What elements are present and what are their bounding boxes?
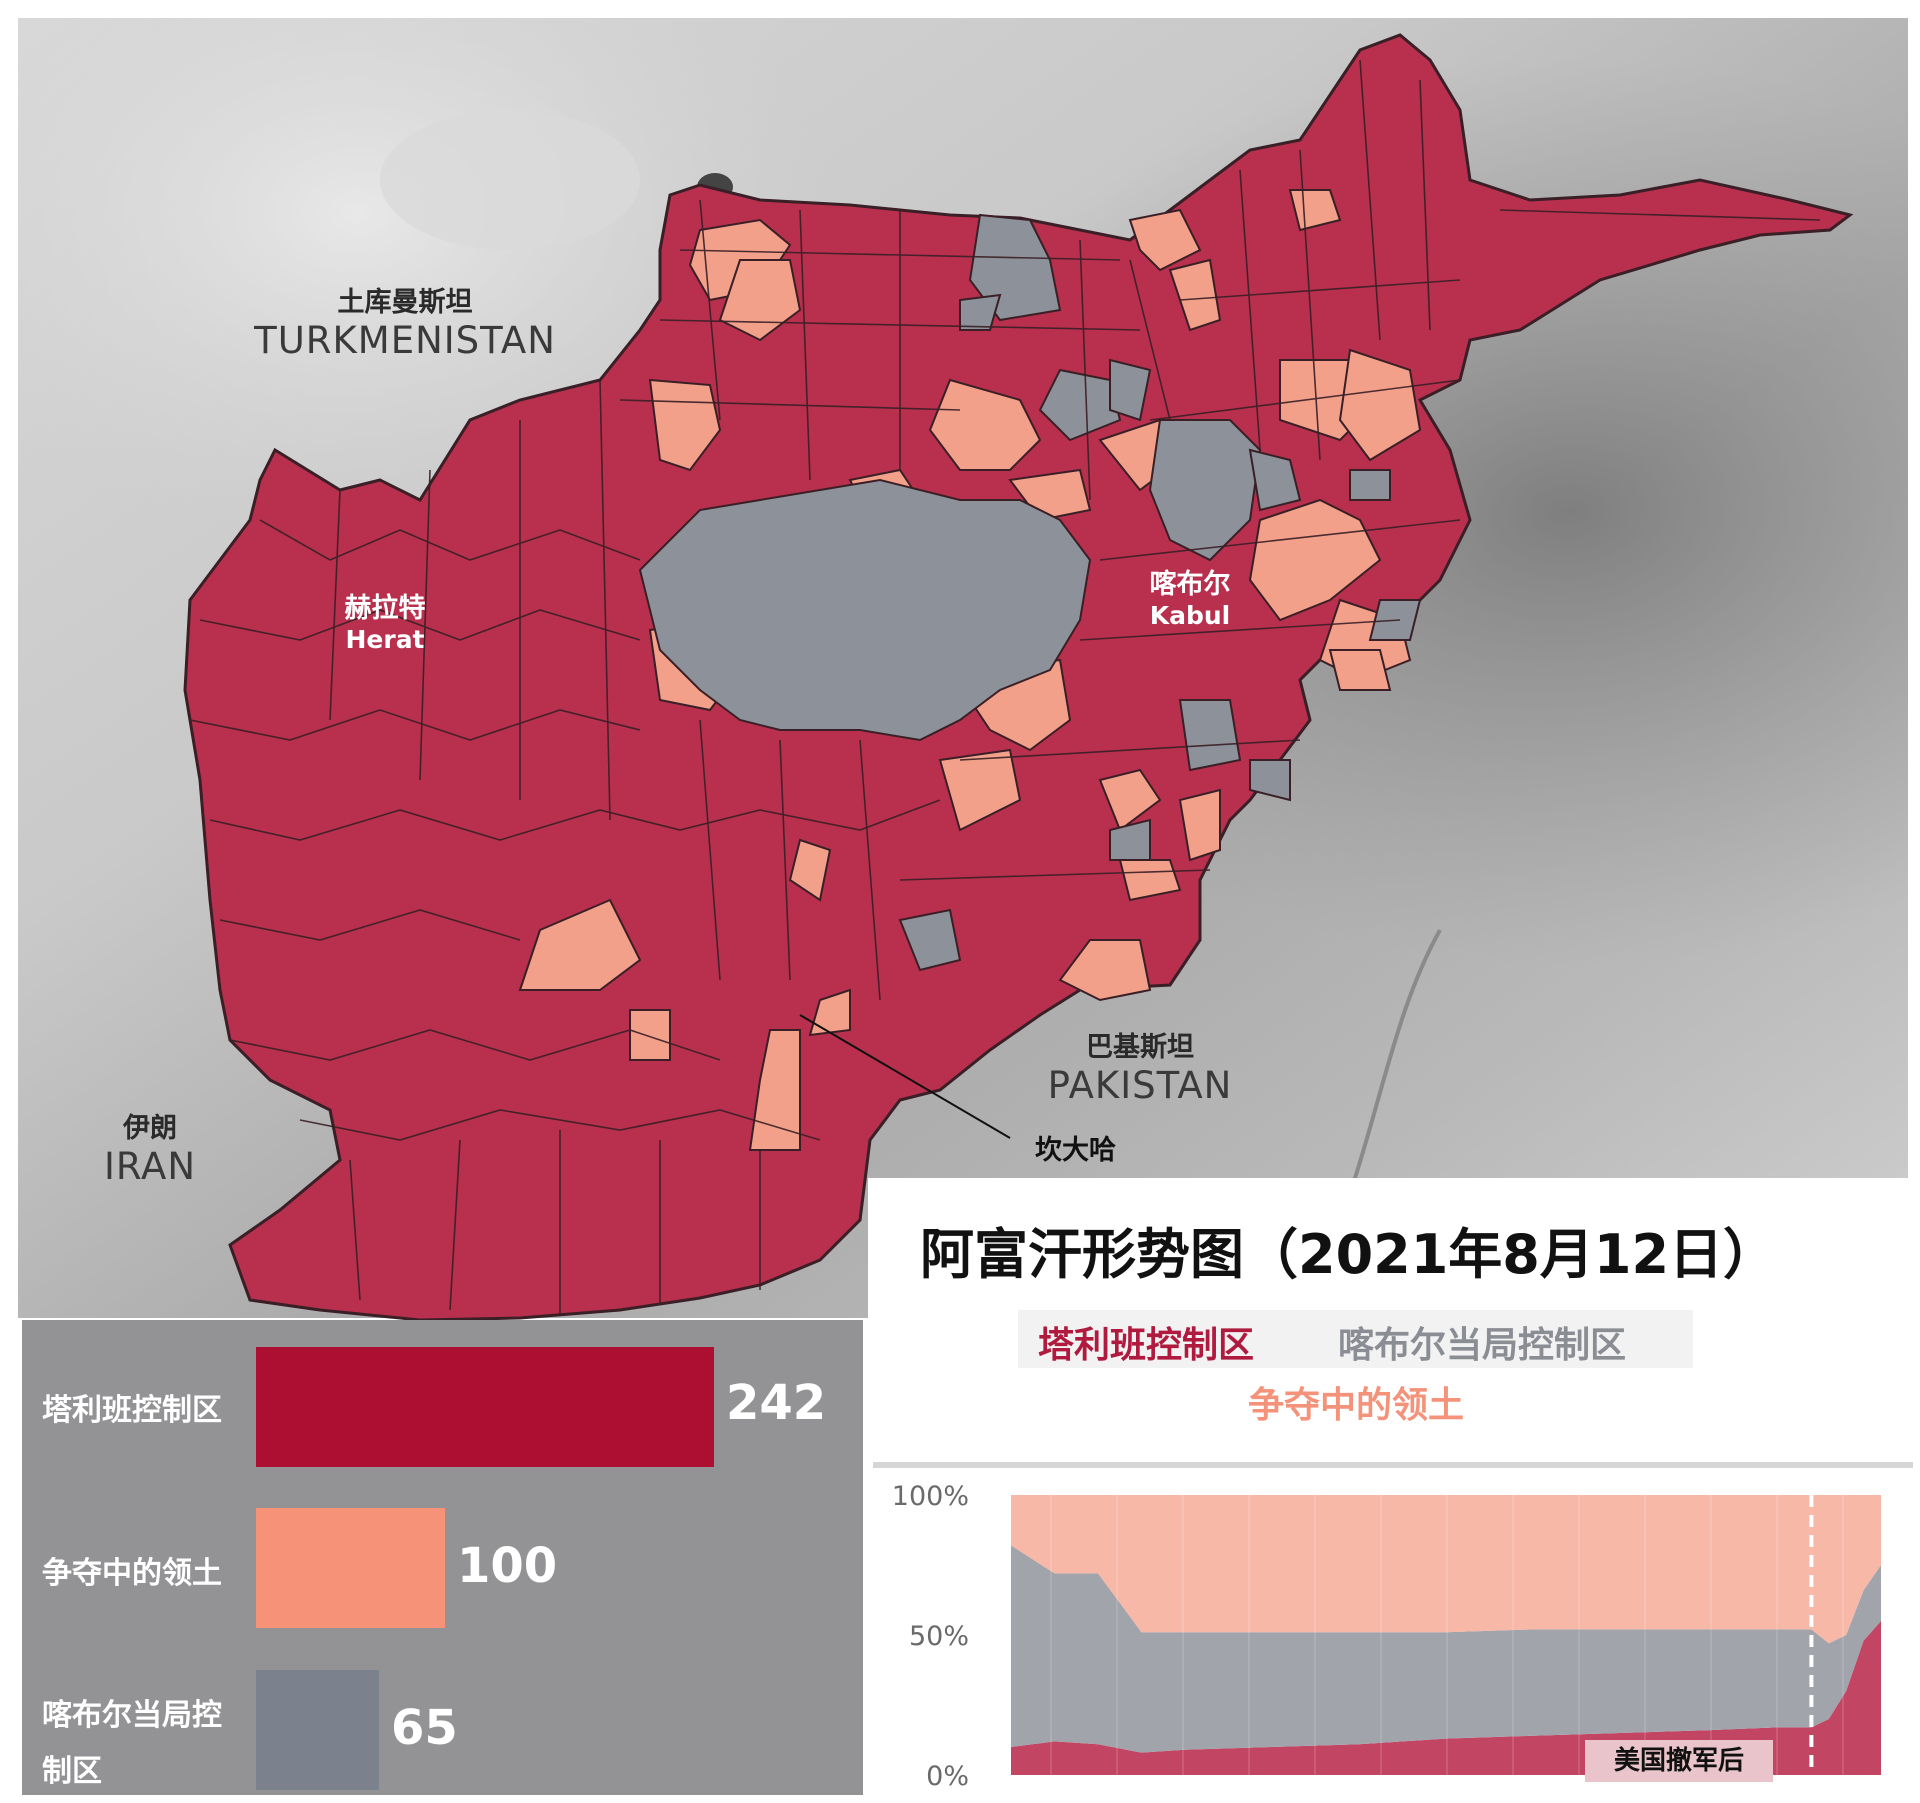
legend-box — [1018, 1310, 1693, 1368]
district-count-panel: 塔利班控制区 242 争夺中的领土 100 喀布尔当局控制区 65 — [18, 1320, 863, 1795]
legend-taliban: 塔利班控制区 — [1038, 1325, 1255, 1366]
y-tick-label: 50% — [909, 1621, 969, 1652]
area-series-0 — [1011, 1621, 1881, 1775]
pakistan-label: 巴基斯坦 PAKISTAN — [1030, 1025, 1250, 1107]
y-tick-label: 100% — [892, 1481, 969, 1512]
kabul-cn-label: 喀布尔 — [1149, 569, 1231, 600]
iran-en-label: IRAN — [103, 1145, 197, 1188]
bar-taliban — [256, 1347, 714, 1467]
pakistan-cn-label: 巴基斯坦 — [1086, 1032, 1194, 1063]
herat-cn-label: 赫拉特 — [344, 593, 426, 624]
legend-contested: 争夺中的领土 — [1248, 1385, 1465, 1426]
title-panel: 阿富汗形势图（2021年8月12日） 塔利班控制区 喀布尔当局控制区 争夺中的领… — [868, 1178, 1910, 1468]
iran-label: 伊朗 IRAN — [90, 1106, 210, 1188]
kabul-en-label: Kabul — [1149, 601, 1231, 630]
bar-label-government: 喀布尔当局控制区 — [42, 1688, 222, 1800]
area-chart: 100% 50% 0% — [873, 1462, 1913, 1792]
turkmenistan-en-label: TURKMENISTAN — [254, 319, 556, 362]
page-title: 阿富汗形势图（2021年8月12日） — [920, 1223, 1778, 1286]
y-tick-label: 0% — [926, 1761, 969, 1792]
government-territory — [638, 213, 1422, 972]
turkmenistan-label: 土库曼斯坦 TURKMENISTAN — [210, 280, 600, 362]
chart-top-rule — [873, 1462, 1913, 1468]
area-chart-panel: 100% 50% 0% 美国撤军后 — [873, 1462, 1913, 1795]
lake-shape — [380, 110, 640, 250]
kabul-label: 喀布尔 Kabul — [1115, 562, 1265, 630]
pakistan-en-label: PAKISTAN — [1047, 1064, 1233, 1107]
bar-label-contested: 争夺中的领土 — [42, 1556, 222, 1591]
herat-en-label: Herat — [345, 625, 425, 654]
bar-contested — [256, 1508, 445, 1628]
bar-label-government-text: 喀布尔当局控制区 — [42, 1698, 222, 1789]
iran-cn-label: 伊朗 — [123, 1113, 177, 1144]
bar-value-government: 65 — [391, 1700, 458, 1756]
herat-label: 赫拉特 Herat — [300, 586, 470, 654]
withdrawal-annotation: 美国撤军后 — [1585, 1740, 1773, 1782]
area-series-1 — [1011, 1545, 1881, 1753]
turkmenistan-cn-label: 土库曼斯坦 — [337, 287, 473, 318]
kandahar-label: 坎大哈 — [1035, 1135, 1116, 1166]
bar-government — [256, 1670, 379, 1790]
area-series-2 — [1011, 1495, 1881, 1644]
bar-value-contested: 100 — [457, 1538, 558, 1594]
panel-edge — [18, 1320, 22, 1795]
kandahar-pointer — [799, 1014, 1011, 1139]
bar-value-taliban: 242 — [726, 1375, 827, 1431]
district-borders — [189, 59, 1821, 1315]
legend-government: 喀布尔当局控制区 — [1338, 1325, 1627, 1366]
bar-label-taliban: 塔利班控制区 — [42, 1393, 222, 1428]
